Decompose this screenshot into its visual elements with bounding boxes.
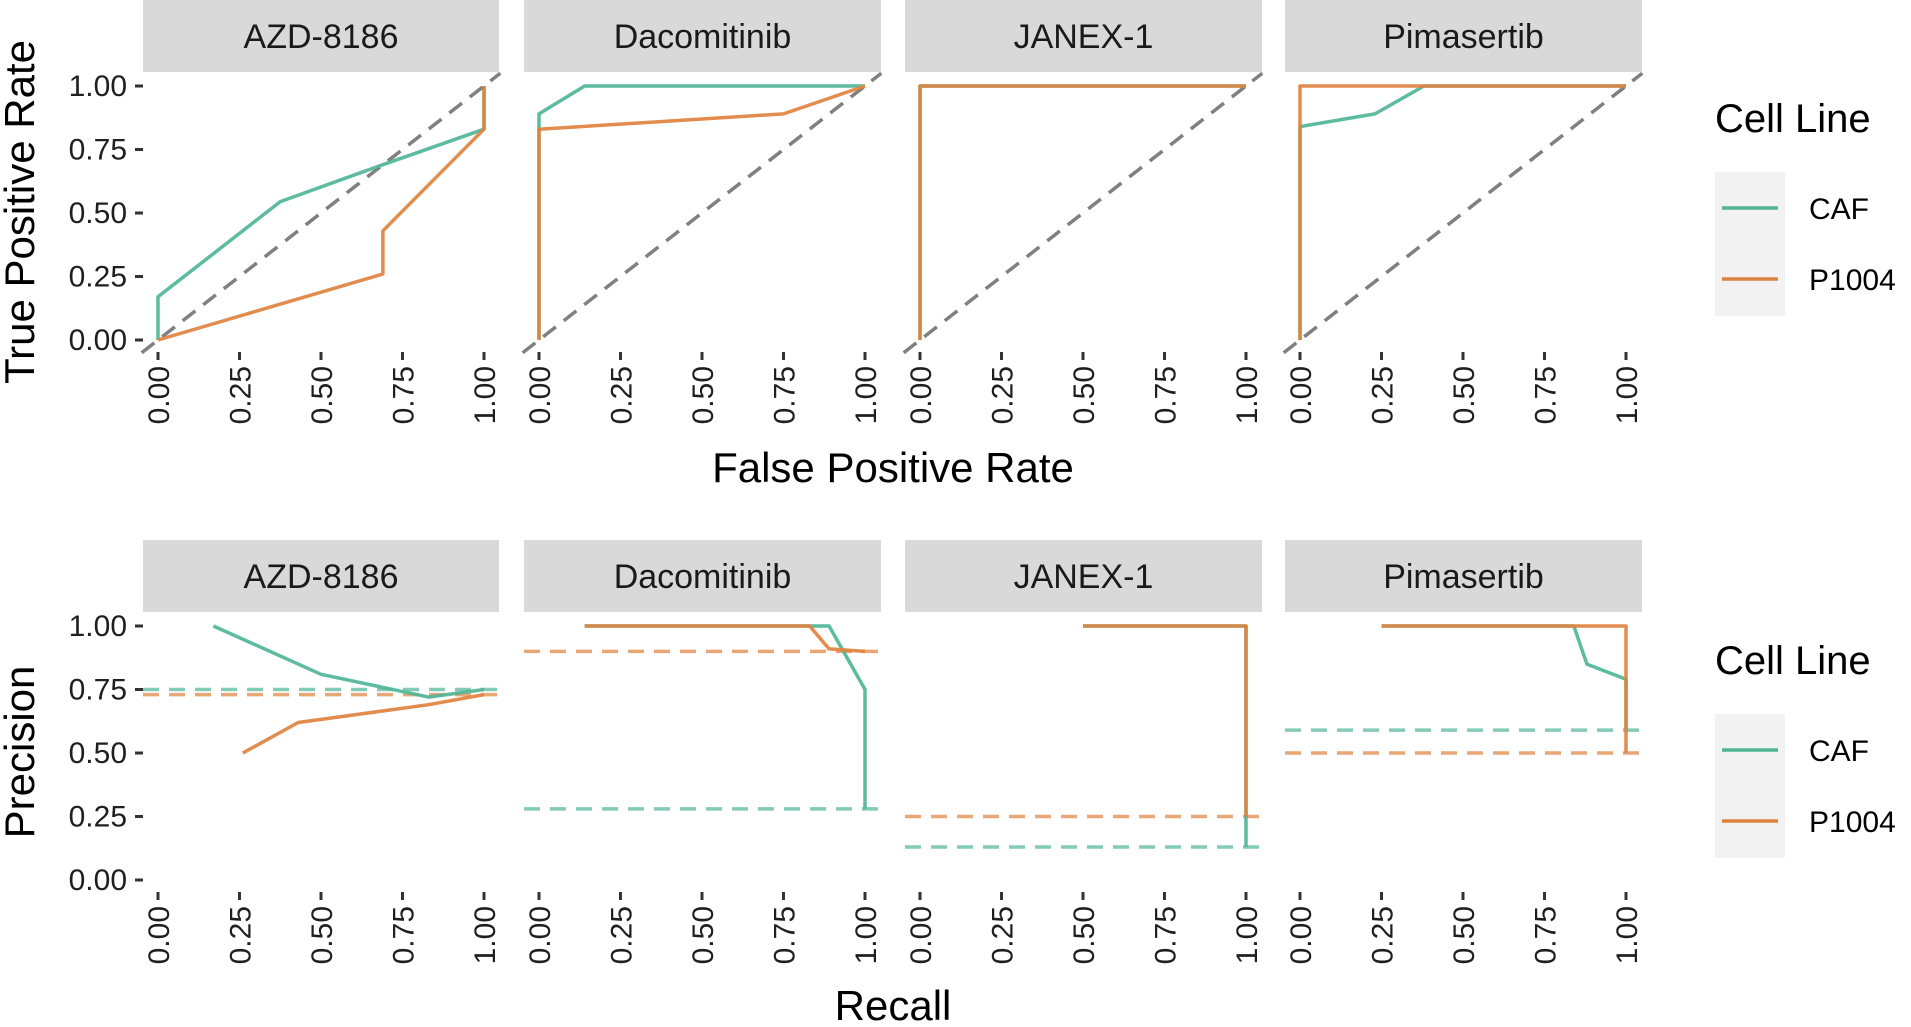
pr-x-tick-label: 0.75 (1530, 906, 1563, 964)
roc-diagonal-reference (521, 71, 883, 355)
roc-x-tick-label: 0.25 (606, 366, 639, 424)
roc-series-p1004 (918, 84, 1246, 340)
roc-x-tick-label: 1.00 (469, 366, 502, 424)
pr-x-tick-label: 1.00 (469, 906, 502, 964)
roc-x-tick-label: 0.25 (987, 366, 1020, 424)
pr-panel-title: JANEX-1 (1014, 558, 1154, 596)
pr-x-tick-label: 0.00 (524, 906, 557, 964)
pr-panel-strip (143, 540, 499, 612)
roc-diagonal-reference (140, 71, 502, 355)
pr-x-tick-label: 0.25 (987, 906, 1020, 964)
pr-x-tick-label: 0.25 (606, 906, 639, 964)
roc-x-tick-label: 1.00 (1611, 366, 1644, 424)
pr-series-caf (584, 624, 867, 809)
pr-series-p1004 (241, 692, 485, 755)
pr-panel-title: AZD-8186 (244, 558, 399, 596)
roc-x-tick-label: 0.00 (1285, 366, 1318, 424)
pr-x-tick-label: 0.50 (687, 906, 720, 964)
pr-series-p1004 (1083, 624, 1248, 817)
pr-x-tick-label: 0.50 (1068, 906, 1101, 964)
pr-series-p1004 (584, 624, 866, 654)
pr-y-tick-label: 1.00 (69, 610, 127, 643)
roc-x-tick-label: 0.50 (1068, 366, 1101, 424)
pr-series-caf (212, 624, 485, 699)
roc-x-tick-label: 0.00 (143, 366, 176, 424)
pr-y-tick-label: 0.25 (69, 801, 127, 834)
roc-x-tick-label: 0.50 (1448, 366, 1481, 424)
roc-series-p1004 (537, 84, 866, 340)
pr-x-tick-label: 1.00 (1611, 906, 1644, 964)
roc-x-tick-label: 0.25 (1367, 366, 1400, 424)
roc-series-p1004 (157, 86, 486, 342)
roc-panel-strip (1285, 0, 1642, 72)
roc-y-tick-label: 0.50 (69, 197, 127, 230)
roc-x-tick-label: 0.00 (905, 366, 938, 424)
roc-x-tick-label: 0.75 (1530, 366, 1563, 424)
roc-x-tick-label: 1.00 (1231, 366, 1264, 424)
roc-panel-title: Dacomitinib (614, 18, 792, 56)
pr-x-tick-label: 0.75 (388, 906, 421, 964)
roc-legend-label-p1004: P1004 (1809, 264, 1896, 297)
pr-panel-strip (905, 540, 1262, 612)
pr-legend-label-caf: CAF (1809, 735, 1869, 768)
roc-x-tick-label: 0.75 (1150, 366, 1183, 424)
pr-panel-title: Dacomitinib (614, 558, 792, 596)
pr-legend-key-bg (1715, 714, 1785, 858)
roc-x-axis-title: False Positive Rate (712, 444, 1074, 491)
roc-x-tick-label: 0.25 (225, 366, 258, 424)
roc-y-axis-title: True Positive Rate (0, 40, 43, 384)
pr-x-tick-label: 0.25 (1367, 906, 1400, 964)
roc-y-tick-label: 0.00 (69, 324, 127, 357)
roc-legend-title: Cell Line (1715, 97, 1871, 141)
pr-y-tick-label: 0.00 (69, 864, 127, 897)
roc-diagonal-reference (902, 71, 1264, 355)
pr-panel-strip (524, 540, 881, 612)
pr-legend-title: Cell Line (1715, 639, 1871, 683)
roc-series-p1004 (1298, 84, 1626, 340)
pr-x-tick-label: 0.25 (225, 906, 258, 964)
pr-panel-strip (1285, 540, 1642, 612)
pr-x-tick-label: 0.50 (306, 906, 339, 964)
roc-panel-title: AZD-8186 (244, 18, 399, 56)
roc-panel-title: Pimasertib (1383, 18, 1544, 56)
pr-series-caf (1381, 624, 1628, 731)
roc-panel-strip (524, 0, 881, 72)
pr-series-caf (1083, 624, 1248, 847)
pr-x-tick-label: 1.00 (850, 906, 883, 964)
roc-x-tick-label: 0.50 (687, 366, 720, 424)
roc-diagonal-reference (1282, 71, 1644, 355)
roc-y-tick-label: 0.75 (69, 134, 127, 167)
roc-y-tick-label: 1.00 (69, 70, 127, 103)
pr-x-tick-label: 0.75 (769, 906, 802, 964)
pr-x-tick-label: 0.00 (905, 906, 938, 964)
roc-legend-key-bg (1715, 172, 1785, 316)
pr-x-tick-label: 0.00 (1285, 906, 1318, 964)
pr-panel-title: Pimasertib (1383, 558, 1544, 596)
pr-x-axis-title: Recall (835, 982, 952, 1022)
pr-series-p1004 (1381, 624, 1628, 753)
pr-legend-label-p1004: P1004 (1809, 806, 1896, 839)
pr-y-tick-label: 0.75 (69, 674, 127, 707)
roc-y-tick-label: 0.25 (69, 261, 127, 294)
roc-x-tick-label: 0.75 (769, 366, 802, 424)
roc-panel-strip (905, 0, 1262, 72)
roc-x-tick-label: 0.75 (388, 366, 421, 424)
pr-y-tick-label: 0.50 (69, 737, 127, 770)
pr-x-tick-label: 1.00 (1231, 906, 1264, 964)
roc-x-tick-label: 1.00 (850, 366, 883, 424)
roc-x-tick-label: 0.00 (524, 366, 557, 424)
roc-panel-title: JANEX-1 (1014, 18, 1154, 56)
roc-legend-label-caf: CAF (1809, 193, 1869, 226)
roc-x-tick-label: 0.50 (306, 366, 339, 424)
pr-x-tick-label: 0.00 (143, 906, 176, 964)
pr-x-tick-label: 0.50 (1448, 906, 1481, 964)
pr-y-axis-title: Precision (0, 666, 43, 839)
pr-x-tick-label: 0.75 (1150, 906, 1183, 964)
roc-panel-strip (143, 0, 499, 72)
